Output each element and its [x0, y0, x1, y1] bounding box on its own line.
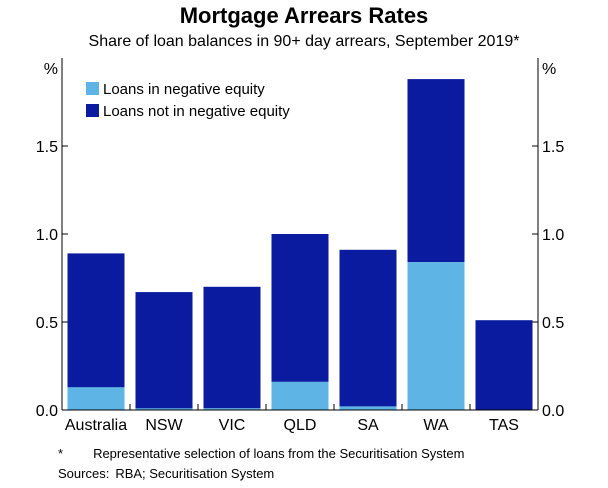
- y-tick-label-right: 1.0: [542, 227, 564, 244]
- y-tick-label-left: 0.5: [36, 315, 58, 332]
- sources-text: RBA; Securitisation System: [115, 466, 275, 481]
- x-tick-label-wa: WA: [423, 417, 449, 434]
- x-tick-label-nsw: NSW: [145, 417, 183, 434]
- y-tick-label-right: 0.5: [542, 315, 564, 332]
- x-tick-label-vic: VIC: [219, 417, 246, 434]
- footnote-text: Representative selection of loans from t…: [93, 446, 465, 461]
- y-tick-label-left: 1.0: [36, 227, 58, 244]
- y-unit-right: %: [542, 61, 556, 78]
- legend-label-negative-equity: Loans in negative equity: [103, 81, 265, 98]
- legend-swatch-not-negative-equity: [86, 104, 99, 117]
- sources-label: Sources:: [58, 466, 110, 481]
- bar-nsw-not-negative-equity: [135, 292, 193, 409]
- sources-note: Sources: RBA; Securitisation System: [58, 466, 274, 481]
- y-tick-label-left: 1.5: [36, 139, 58, 156]
- bar-sa-not-negative-equity: [339, 249, 397, 407]
- bar-australia-negative-equity: [67, 387, 125, 410]
- y-tick-label-right: 1.5: [542, 139, 564, 156]
- x-tick-label-qld: QLD: [284, 417, 317, 434]
- bar-sa-negative-equity: [339, 406, 397, 410]
- bar-qld-negative-equity: [271, 381, 329, 410]
- x-tick-label-australia: Australia: [65, 417, 127, 434]
- bar-nsw-negative-equity: [135, 408, 193, 410]
- y-tick-label-left: 0.0: [36, 403, 58, 420]
- x-tick-label-tas: TAS: [489, 417, 519, 434]
- footnote: * Representative selection of loans from …: [58, 446, 464, 461]
- y-unit-left: %: [44, 61, 58, 78]
- y-tick-label-right: 0.0: [542, 403, 564, 420]
- bar-wa-not-negative-equity: [407, 79, 465, 263]
- chart-title: Mortgage Arrears Rates: [179, 3, 429, 28]
- bar-wa-negative-equity: [407, 262, 465, 410]
- x-tick-label-sa: SA: [357, 417, 379, 434]
- footnote-marker: *: [58, 446, 64, 461]
- bar-australia-not-negative-equity: [67, 253, 125, 388]
- legend-label-not-negative-equity: Loans not in negative equity: [103, 103, 290, 120]
- legend-swatch-negative-equity: [86, 82, 99, 95]
- bar-vic-negative-equity: [203, 408, 261, 410]
- bar-qld-not-negative-equity: [271, 234, 329, 382]
- bar-vic-not-negative-equity: [203, 286, 261, 409]
- bar-tas-not-negative-equity: [475, 320, 533, 410]
- chart-subtitle: Share of loan balances in 90+ day arrear…: [88, 33, 520, 50]
